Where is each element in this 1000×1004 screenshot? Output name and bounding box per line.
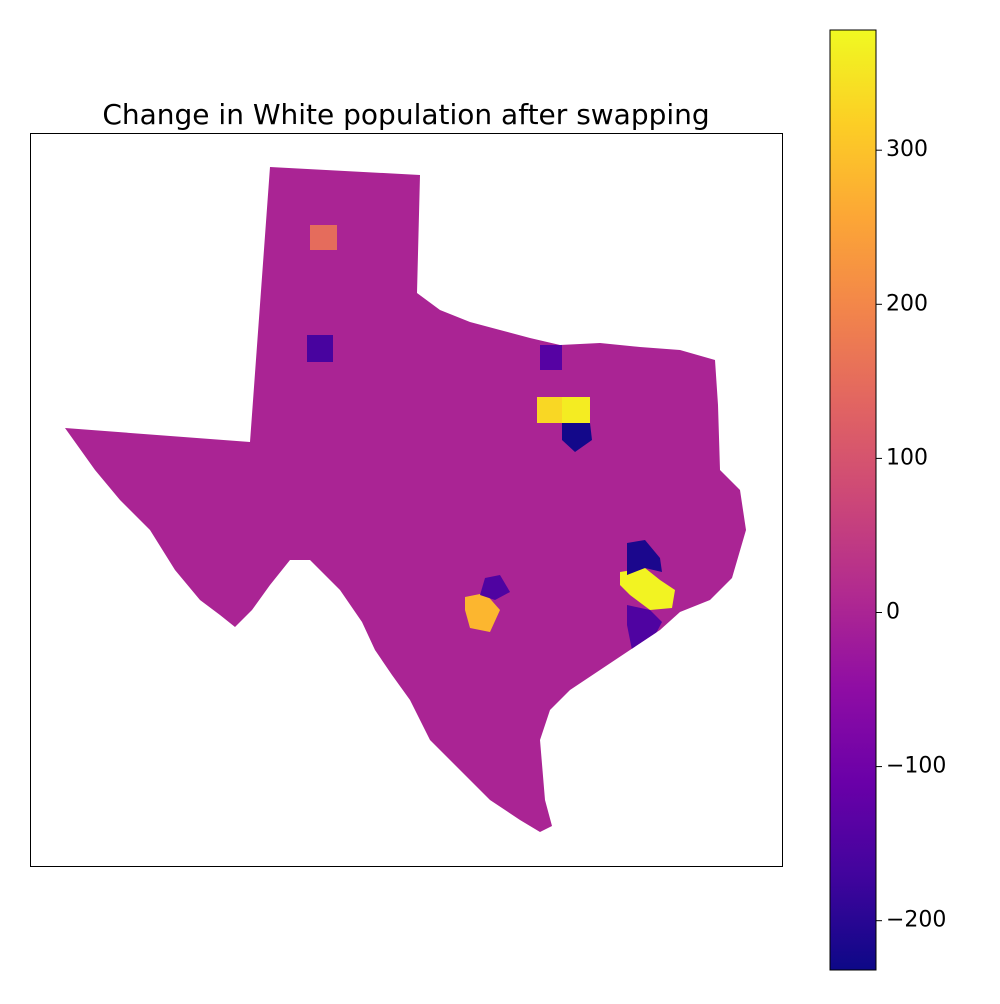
map — [65, 167, 746, 832]
county — [307, 335, 333, 362]
colorbar-tick-label: −200 — [886, 908, 946, 933]
map-frame — [30, 133, 783, 867]
county — [310, 225, 337, 250]
county — [620, 568, 675, 610]
state — [65, 167, 746, 832]
colorbar-tick-label: −100 — [886, 754, 946, 779]
county — [465, 593, 500, 632]
county — [537, 397, 562, 423]
county — [540, 345, 562, 370]
county — [562, 397, 590, 423]
colorbar-tick-label: 200 — [886, 291, 928, 316]
colorbar-tick-label: 100 — [886, 445, 928, 470]
map-title: Change in White population after swappin… — [102, 98, 709, 131]
colorbar — [829, 29, 877, 971]
colorbar-ticks: −200 −100 0 100 200 300 — [876, 137, 946, 933]
county — [627, 540, 662, 575]
colorbar-tick-label: 0 — [886, 599, 900, 624]
colorbar-tick-label: 300 — [886, 137, 928, 162]
county — [480, 575, 510, 600]
county — [562, 423, 592, 452]
